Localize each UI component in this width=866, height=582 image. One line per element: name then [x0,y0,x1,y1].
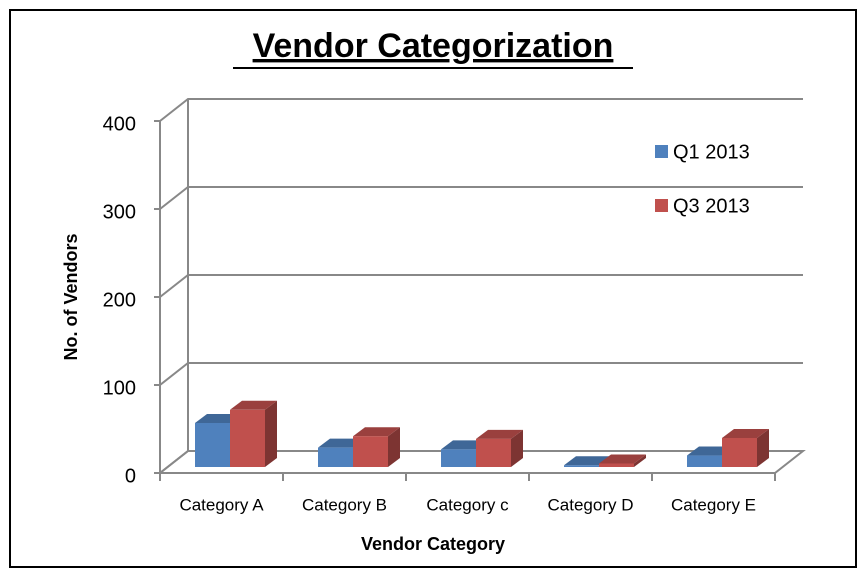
bar-side [511,429,523,467]
bar [722,437,757,467]
bar [353,436,388,467]
bar-top [353,427,400,437]
bar [230,409,265,467]
chart-title: Vendor Categorization [253,27,614,65]
bar-side [265,400,277,467]
grid-line [159,186,803,210]
grid-line [159,362,803,386]
y-tick-label: 200 [103,289,136,311]
legend-swatch [655,145,668,158]
bar-side [757,428,769,467]
grid-line [159,450,803,474]
x-tick-label: Category A [179,495,264,514]
bar [441,449,476,467]
bar-top [564,456,611,466]
bar-top [476,429,523,439]
bar-top [722,428,769,438]
bar [564,465,599,467]
y-tick-label: 100 [103,377,136,399]
y-axis-label: No. of Vendors [61,233,81,360]
grid-line [159,98,803,122]
y-tick-label: 0 [125,465,136,487]
bar [318,447,353,467]
x-tick-label: Category D [548,495,634,514]
legend-label: Q1 2013 [673,141,750,163]
legend-label: Q3 2013 [673,195,750,217]
bar-side [388,427,400,467]
y-tick-label: 300 [103,201,136,223]
x-tick-label: Category c [426,495,509,514]
x-tick-label: Category E [671,495,756,514]
legend-swatch [655,199,668,212]
bar [476,438,511,467]
grid-line [159,274,803,298]
x-tick-label: Category B [302,495,387,514]
bar-side [634,454,646,467]
bar [687,455,722,467]
y-tick-label: 400 [103,113,136,135]
chart-border [9,9,857,568]
bar [599,463,634,467]
x-axis-label: Vendor Category [361,534,505,554]
bar [195,423,230,467]
bar-top [230,400,277,410]
bar-top [599,454,646,464]
